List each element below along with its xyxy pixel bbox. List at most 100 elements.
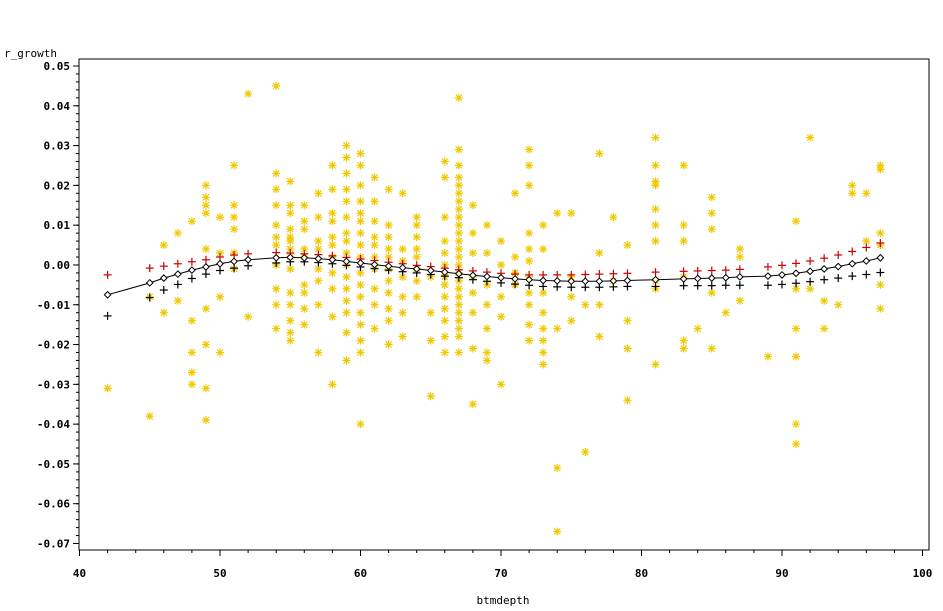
observed-point	[440, 213, 449, 222]
y-tick-label: 0.01	[44, 219, 71, 232]
observed-point	[412, 213, 421, 222]
fit-point	[202, 263, 210, 271]
lower-bound-point	[201, 270, 210, 279]
observed-point	[454, 316, 463, 325]
observed-point	[300, 217, 309, 226]
lower-bound-point	[820, 275, 829, 284]
x-tick-label: 80	[635, 567, 648, 580]
observed-point	[272, 201, 281, 210]
observed-point	[595, 300, 604, 309]
y-tick-label: -0.07	[37, 538, 70, 551]
y-tick-label: -0.03	[37, 378, 70, 391]
observed-point	[482, 356, 491, 365]
observed-point	[272, 185, 281, 194]
observed-point	[440, 280, 449, 289]
observed-point	[651, 221, 660, 230]
observed-point	[314, 264, 323, 273]
observed-point	[609, 213, 618, 222]
fit-point	[862, 257, 871, 265]
observed-point	[370, 300, 379, 309]
fit-point	[440, 268, 449, 277]
upper-bound-point	[201, 255, 210, 264]
observed-point	[651, 161, 660, 170]
observed-point	[876, 304, 885, 313]
observed-point	[820, 296, 829, 305]
observed-point	[356, 348, 365, 357]
observed-point	[314, 276, 323, 285]
observed-point	[286, 201, 295, 210]
observed-point	[201, 181, 210, 190]
observed-point	[581, 447, 590, 456]
observed-point	[651, 237, 660, 246]
observed-point	[187, 217, 196, 226]
observed-point	[482, 324, 491, 333]
observed-point	[412, 233, 421, 242]
observed-point	[328, 284, 337, 293]
observed-point	[707, 288, 716, 297]
lower-bound-point	[679, 281, 688, 290]
observed-point	[159, 308, 168, 317]
observed-point	[735, 296, 744, 305]
x-tick-label: 60	[354, 567, 367, 580]
observed-point	[454, 145, 463, 154]
upper-bound-point	[792, 259, 801, 268]
observed-point	[272, 324, 281, 333]
observed-point	[342, 356, 351, 365]
observed-point	[356, 229, 365, 238]
lower-bound-point	[651, 282, 660, 291]
observed-point	[454, 161, 463, 170]
observed-point	[244, 312, 253, 321]
fit-point	[173, 270, 182, 279]
y-tick-label: -0.04	[37, 418, 70, 431]
observed-point	[300, 320, 309, 329]
upper-bound-point	[735, 265, 744, 274]
observed-point	[286, 300, 295, 309]
observed-point	[525, 161, 534, 170]
observed-point	[300, 245, 309, 254]
observed-point	[440, 249, 449, 258]
observed-point	[735, 253, 744, 261]
fit-point	[342, 257, 351, 266]
observed-point	[440, 173, 449, 182]
x-tick-label: 100	[913, 567, 933, 580]
observed-point	[286, 328, 295, 337]
y-tick-label: -0.05	[37, 458, 70, 471]
upper-bound-point	[216, 253, 224, 261]
fit-point	[145, 278, 154, 287]
observed-point	[595, 249, 604, 258]
observed-point	[384, 304, 393, 313]
observed-point	[525, 300, 534, 309]
observed-point	[595, 149, 604, 158]
observed-point	[623, 316, 632, 325]
observed-point	[187, 380, 196, 389]
observed-point	[173, 229, 182, 238]
observed-point	[693, 324, 702, 333]
observed-point	[707, 344, 716, 353]
fit-point	[244, 255, 253, 264]
observed-point	[230, 225, 239, 234]
observed-point	[440, 348, 449, 357]
observed-point	[286, 336, 295, 345]
fit-point	[300, 253, 309, 262]
upper-bound-point	[145, 264, 154, 273]
observed-point	[539, 245, 548, 254]
observed-point	[651, 360, 660, 369]
observed-point	[763, 352, 772, 361]
fit-point	[328, 255, 337, 264]
y-tick-label: -0.02	[37, 339, 70, 352]
observed-point	[384, 233, 393, 242]
fit-point	[707, 274, 716, 282]
observed-point	[525, 256, 534, 265]
y-tick-label: 0.04	[44, 100, 71, 113]
fit-point	[314, 254, 323, 263]
observed-point	[426, 392, 435, 401]
observed-point	[286, 264, 295, 273]
observed-point	[412, 276, 421, 285]
x-tick-label: 70	[494, 567, 507, 580]
observed-point	[412, 292, 421, 301]
lower-bound-point	[103, 311, 112, 320]
observed-point	[553, 324, 562, 333]
observed-point	[792, 420, 801, 429]
observed-point	[356, 320, 365, 329]
